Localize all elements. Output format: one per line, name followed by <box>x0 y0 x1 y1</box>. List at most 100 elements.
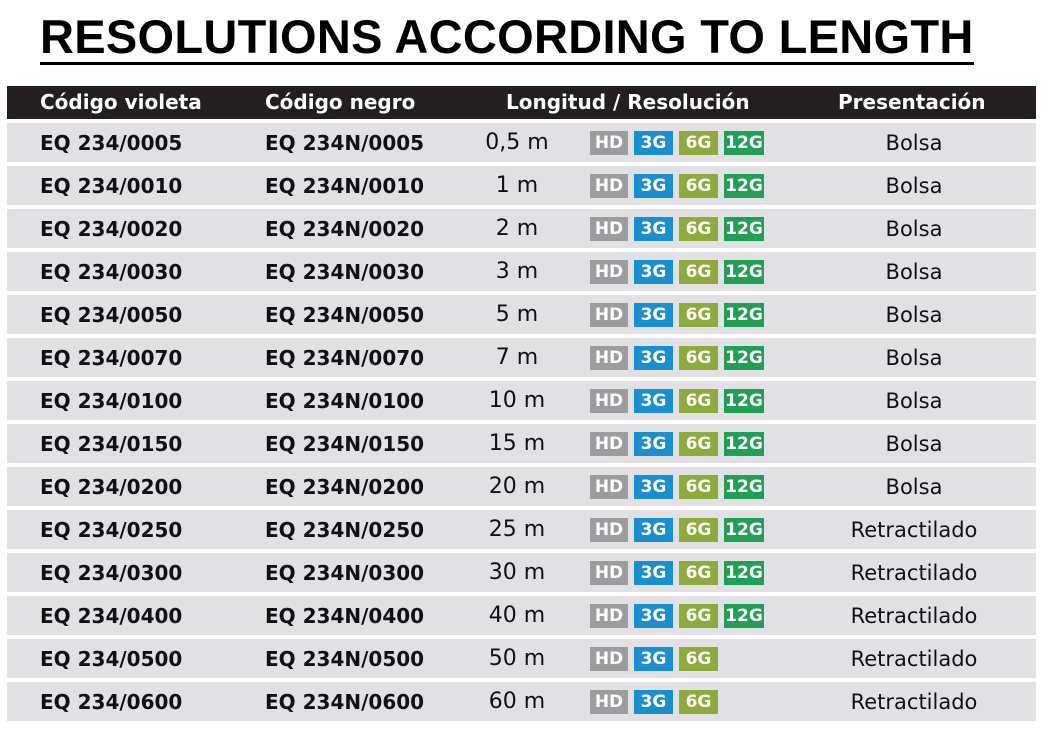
presentation: Bolsa <box>885 303 943 327</box>
length: 25 m <box>488 517 546 542</box>
presentation: Retractilado <box>850 561 978 585</box>
violet-code: EQ 234/0020 <box>40 217 183 241</box>
black-code: EQ 234N/0500 <box>265 647 425 671</box>
table-row: EQ 234/0400 EQ 234N/0400 40 m HD 3G 6G 12G Re… <box>7 596 1036 635</box>
presentation: Bolsa <box>885 475 943 499</box>
presentation: Bolsa <box>885 131 943 155</box>
resolution-badge-g12: 12G <box>724 518 764 542</box>
resolution-badge-hd: HD <box>590 690 628 714</box>
table-row: EQ 234/0030 EQ 234N/0030 3 m HD 3G 6G 12G Bol… <box>7 252 1036 291</box>
resolution-badge-g12: 12G <box>724 346 764 370</box>
table-row: EQ 234/0020 EQ 234N/0020 2 m HD 3G 6G 12G Bol… <box>7 209 1036 248</box>
black-code: EQ 234N/0070 <box>265 346 425 370</box>
length: 1 m <box>495 173 539 198</box>
table-row: EQ 234/0250 EQ 234N/0250 25 m HD 3G 6G 12G Re… <box>7 510 1036 549</box>
table-row: EQ 234/0200 EQ 234N/0200 20 m HD 3G 6G 12G Bo… <box>7 467 1036 506</box>
resolution-badge-g3: 3G <box>634 432 673 456</box>
presentation: Retractilado <box>850 518 978 542</box>
table-row: EQ 234/0300 EQ 234N/0300 30 m HD 3G 6G 12G Re… <box>7 553 1036 592</box>
resolution-badge-g6: 6G <box>679 475 718 499</box>
violet-code: EQ 234/0030 <box>40 260 183 284</box>
resolution-badge-hd: HD <box>590 389 628 413</box>
table-row: EQ 234/0150 EQ 234N/0150 15 m HD 3G 6G 12G Bo… <box>7 424 1036 463</box>
resolution-badge-g3: 3G <box>634 131 673 155</box>
resolution-badge-g6: 6G <box>679 303 718 327</box>
resolution-badge-g3: 3G <box>634 647 673 671</box>
violet-code: EQ 234/0010 <box>40 174 183 198</box>
resolution-badge-g3: 3G <box>634 260 673 284</box>
violet-code: EQ 234/0100 <box>40 389 183 413</box>
resolution-badge-g6: 6G <box>679 389 718 413</box>
resolution-badge-hd: HD <box>590 475 628 499</box>
resolution-badge-hd: HD <box>590 131 628 155</box>
violet-code: EQ 234/0400 <box>40 604 183 628</box>
length: 60 m <box>488 689 546 714</box>
resolution-badge-hd: HD <box>590 647 628 671</box>
violet-code: EQ 234/0050 <box>40 303 183 327</box>
violet-code: EQ 234/0250 <box>40 518 183 542</box>
resolution-badge-g3: 3G <box>634 303 673 327</box>
violet-code: EQ 234/0600 <box>40 690 183 714</box>
resolution-badge-g6: 6G <box>679 690 718 714</box>
presentation: Bolsa <box>885 389 943 413</box>
table-row: EQ 234/0600 EQ 234N/0600 60 m HD 3G 6G Retra… <box>7 682 1036 721</box>
resolution-badge-g6: 6G <box>679 346 718 370</box>
violet-code: EQ 234/0005 <box>40 131 183 155</box>
table-row: EQ 234/0050 EQ 234N/0050 5 m HD 3G 6G 12G Bol… <box>7 295 1036 334</box>
length: 15 m <box>488 431 546 456</box>
resolution-badge-g12: 12G <box>724 131 764 155</box>
black-code: EQ 234N/0400 <box>265 604 425 628</box>
resolution-badge-g12: 12G <box>724 174 764 198</box>
resolution-badge-g3: 3G <box>634 604 673 628</box>
table-row: EQ 234/0500 EQ 234N/0500 50 m HD 3G 6G Retra… <box>7 639 1036 678</box>
length: 5 m <box>495 302 539 327</box>
resolution-badge-g3: 3G <box>634 518 673 542</box>
header-presentation: Presentación <box>838 90 986 114</box>
resolution-badge-g6: 6G <box>679 561 718 585</box>
resolution-badge-g12: 12G <box>724 217 764 241</box>
violet-code: EQ 234/0070 <box>40 346 183 370</box>
black-code: EQ 234N/0600 <box>265 690 425 714</box>
resolution-badge-g6: 6G <box>679 131 718 155</box>
page-title: RESOLUTIONS ACCORDING TO LENGTH <box>40 10 974 65</box>
resolution-badge-g6: 6G <box>679 217 718 241</box>
presentation: Bolsa <box>885 260 943 284</box>
header-length-resolution: Longitud / Resolución <box>506 90 750 114</box>
length: 40 m <box>488 603 546 628</box>
black-code: EQ 234N/0150 <box>265 432 425 456</box>
header-black-code: Código negro <box>265 90 416 114</box>
resolution-badge-g3: 3G <box>634 217 673 241</box>
resolution-badge-g12: 12G <box>724 260 764 284</box>
black-code: EQ 234N/0030 <box>265 260 425 284</box>
resolution-badge-g12: 12G <box>724 303 764 327</box>
black-code: EQ 234N/0100 <box>265 389 425 413</box>
resolution-badge-g3: 3G <box>634 174 673 198</box>
black-code: EQ 234N/0300 <box>265 561 425 585</box>
resolution-badge-g3: 3G <box>634 561 673 585</box>
presentation: Bolsa <box>885 432 943 456</box>
resolution-badge-hd: HD <box>590 518 628 542</box>
resolution-badge-g6: 6G <box>679 260 718 284</box>
black-code: EQ 234N/0200 <box>265 475 425 499</box>
resolution-badge-g12: 12G <box>724 604 764 628</box>
resolution-badge-g6: 6G <box>679 647 718 671</box>
presentation: Bolsa <box>885 217 943 241</box>
violet-code: EQ 234/0300 <box>40 561 183 585</box>
presentation: Retractilado <box>850 604 978 628</box>
resolution-badge-g3: 3G <box>634 475 673 499</box>
length: 10 m <box>488 388 546 413</box>
resolution-badge-g12: 12G <box>724 475 764 499</box>
length: 20 m <box>488 474 546 499</box>
resolution-badge-g6: 6G <box>679 604 718 628</box>
presentation: Retractilado <box>850 690 978 714</box>
violet-code: EQ 234/0500 <box>40 647 183 671</box>
resolution-badge-g6: 6G <box>679 174 718 198</box>
resolution-badge-g6: 6G <box>679 518 718 542</box>
violet-code: EQ 234/0200 <box>40 475 183 499</box>
black-code: EQ 234N/0050 <box>265 303 425 327</box>
resolution-badge-g3: 3G <box>634 346 673 370</box>
length: 0,5 m <box>485 130 549 155</box>
resolution-badge-hd: HD <box>590 303 628 327</box>
length: 7 m <box>495 345 539 370</box>
presentation: Bolsa <box>885 346 943 370</box>
